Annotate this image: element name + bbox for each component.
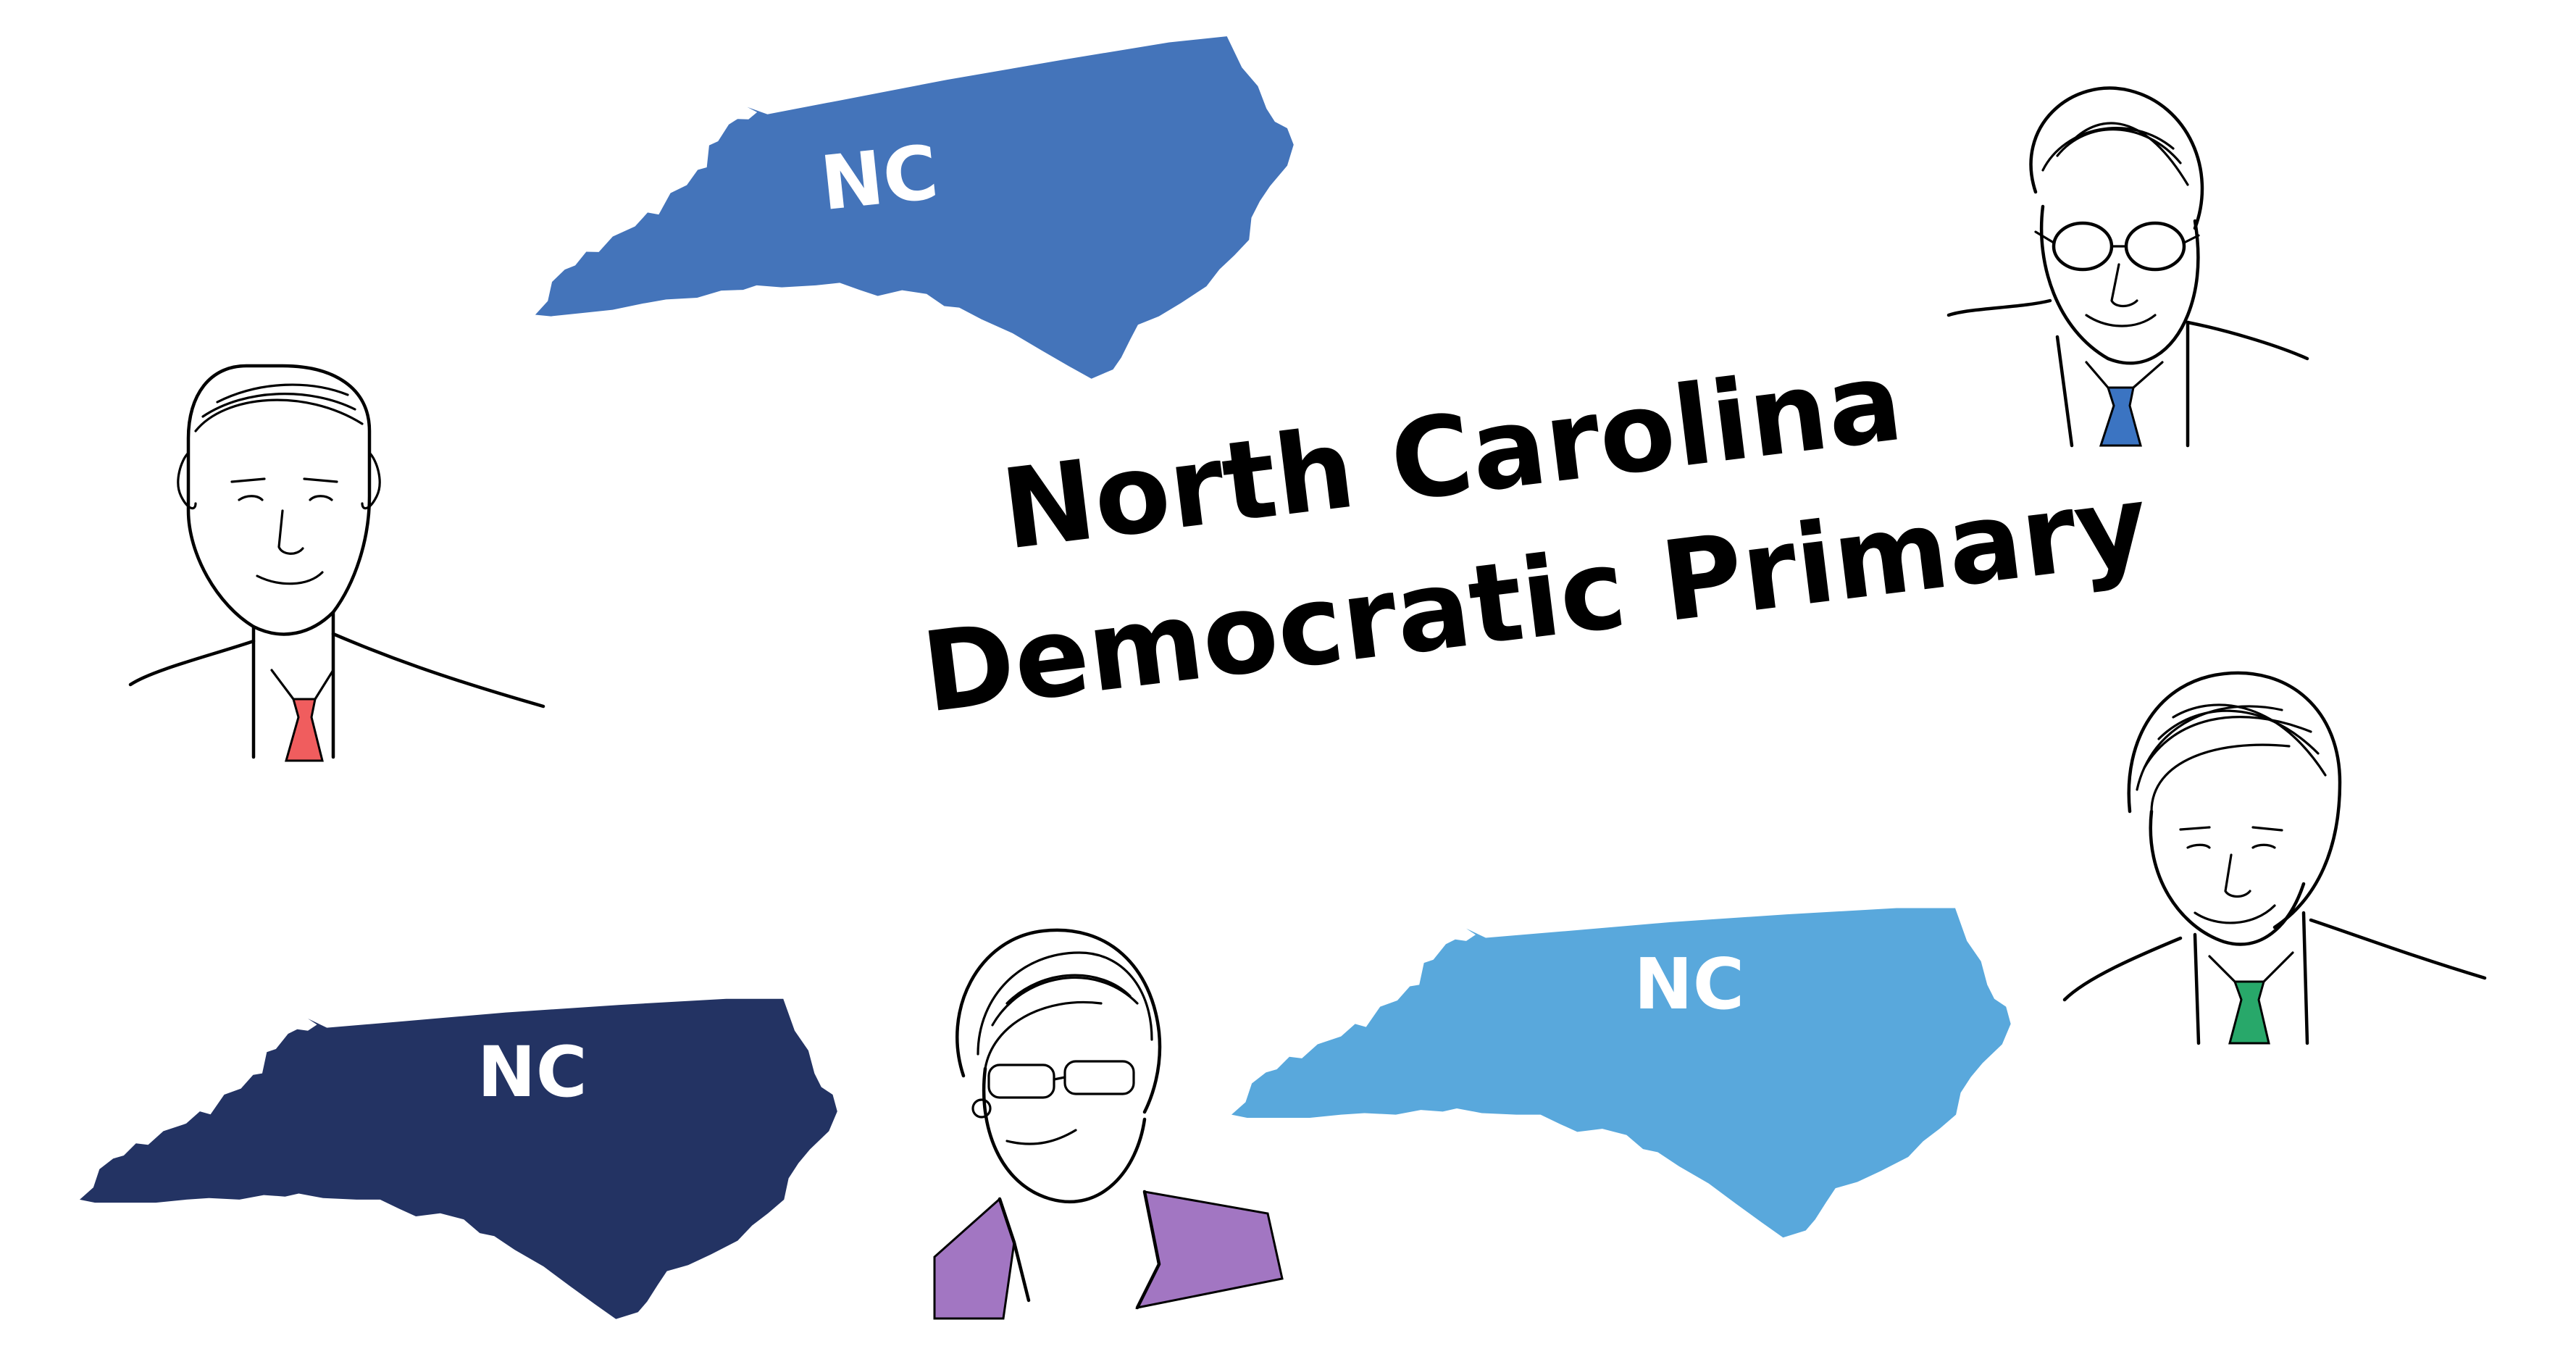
nc-state-shape-3	[1231, 908, 2011, 1238]
candidate-portrait-icon	[128, 364, 545, 762]
nc-state-label-1: NC	[817, 130, 942, 227]
candidate-portrait-icon	[1946, 86, 2309, 448]
candidate-portrait-icon	[933, 928, 1284, 1320]
nc-map-light-blue: NC	[1231, 908, 2011, 1238]
nc-map-medium-blue: NC	[514, 30, 1316, 436]
candidate-portrait-icon	[2062, 671, 2487, 1045]
nc-state-label-3: NC	[1634, 943, 1744, 1025]
nc-map-navy: NC	[80, 998, 837, 1319]
nc-state-shape-1	[514, 30, 1316, 436]
nc-state-shape-2	[80, 998, 837, 1319]
nc-state-label-2: NC	[477, 1031, 587, 1113]
